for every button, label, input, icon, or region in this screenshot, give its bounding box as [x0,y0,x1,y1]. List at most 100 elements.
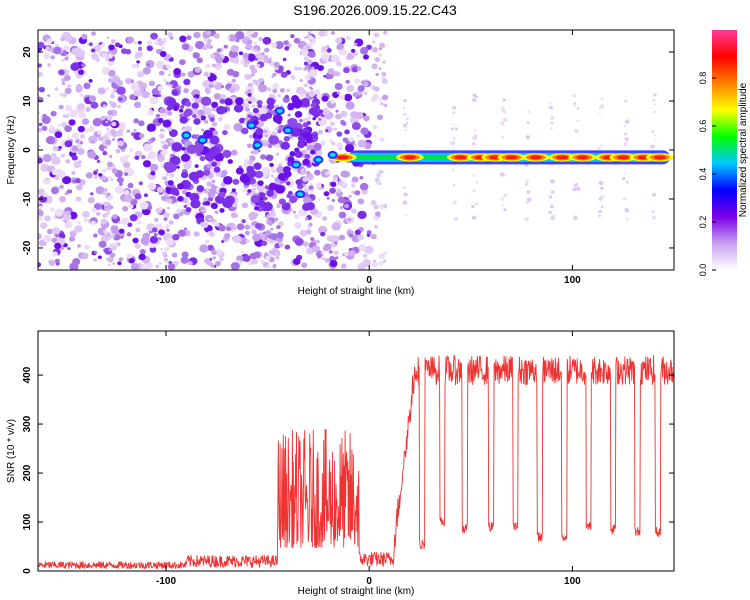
noise-speck [88,126,95,132]
noise-speck [326,48,332,53]
noise-speck [249,225,256,231]
noise-speck [106,211,111,215]
noise-speck [233,123,243,132]
noise-speck [204,200,211,206]
noise-speck [203,189,209,194]
noise-speck [375,211,381,217]
noise-speck [242,52,249,59]
noise-speck [266,264,272,269]
noise-speck [102,191,107,196]
noise-speck [230,149,238,156]
noise-speck [230,262,240,270]
noise-speck [347,218,352,222]
noise-speck [171,142,183,152]
noise-speck [276,204,281,209]
noise-speck [126,232,132,237]
noise-speck [474,129,477,132]
noise-speck [61,176,72,185]
noise-speck [472,174,476,177]
noise-speck [261,240,268,246]
noise-speck [45,46,51,51]
noise-speck [351,48,356,53]
noise-speck [168,260,173,265]
noise-speck [343,93,353,102]
noise-speck [177,183,185,190]
noise-speck [106,161,113,168]
noise-speck [451,123,454,126]
noise-speck [179,35,187,43]
noise-speck [212,256,216,260]
noise-speck [266,154,274,162]
noise-speck [100,43,106,47]
noise-speck [51,187,59,195]
noise-speck [653,93,657,97]
noise-speck [68,119,76,126]
noise-speck [183,78,191,86]
noise-speck [167,32,173,38]
noise-speck [113,234,121,241]
noise-speck [205,30,212,36]
noise-speck [251,104,256,108]
noise-speck [149,236,159,244]
noise-speck [307,115,312,120]
noise-speck [272,263,277,268]
noise-speck [75,139,80,144]
noise-speck [264,134,269,138]
colorbar-gradient [712,30,737,270]
noise-speck [373,134,377,138]
noise-speck [381,78,388,84]
noise-speck [162,129,166,133]
noise-speck [77,244,81,248]
noise-speck [378,261,383,266]
noise-speck [61,59,65,62]
noise-speck [303,56,309,61]
noise-speck [654,138,657,141]
noise-speck [275,256,280,260]
noise-speck [574,128,579,134]
noise-speck [297,141,305,149]
noise-speck [101,175,107,181]
noise-speck [502,98,506,102]
noise-speck [180,171,189,179]
noise-speck [452,169,455,172]
noise-speck [232,70,240,78]
noise-speck [66,189,72,194]
noise-speck [363,115,370,122]
noise-speck [263,57,270,64]
noise-speck [109,252,116,258]
noise-speck [247,104,250,107]
noise-speck [335,109,339,113]
noise-speck [38,205,43,209]
noise-speck [275,184,281,189]
noise-speck [122,205,129,212]
noise-speck [228,87,236,93]
noise-speck [208,188,212,192]
noise-speck [73,161,82,169]
colorbar-tick-label: 0.8 [698,72,708,85]
noise-speck [374,57,381,63]
noise-speck [335,37,343,44]
bottom-xtick-label: 100 [564,576,581,587]
noise-speck [290,127,301,137]
noise-speck [120,217,129,225]
noise-speck [328,250,333,254]
snr-frame [37,330,675,572]
noise-speck [133,101,142,109]
noise-speck [38,111,41,115]
noise-speck [317,225,328,235]
noise-speck [232,225,236,228]
noise-speck [348,137,354,143]
noise-speck [67,136,71,141]
noise-speck [111,138,116,141]
noise-speck [57,123,61,127]
noise-speck [199,206,205,211]
noise-speck [106,166,111,171]
noise-speck [79,93,84,97]
noise-speck [264,47,270,53]
noise-speck [256,184,266,193]
noise-speck [255,127,264,136]
noise-speck [176,165,180,169]
noise-speck [364,245,374,255]
noise-speck [317,198,321,202]
noise-speck [226,36,231,40]
